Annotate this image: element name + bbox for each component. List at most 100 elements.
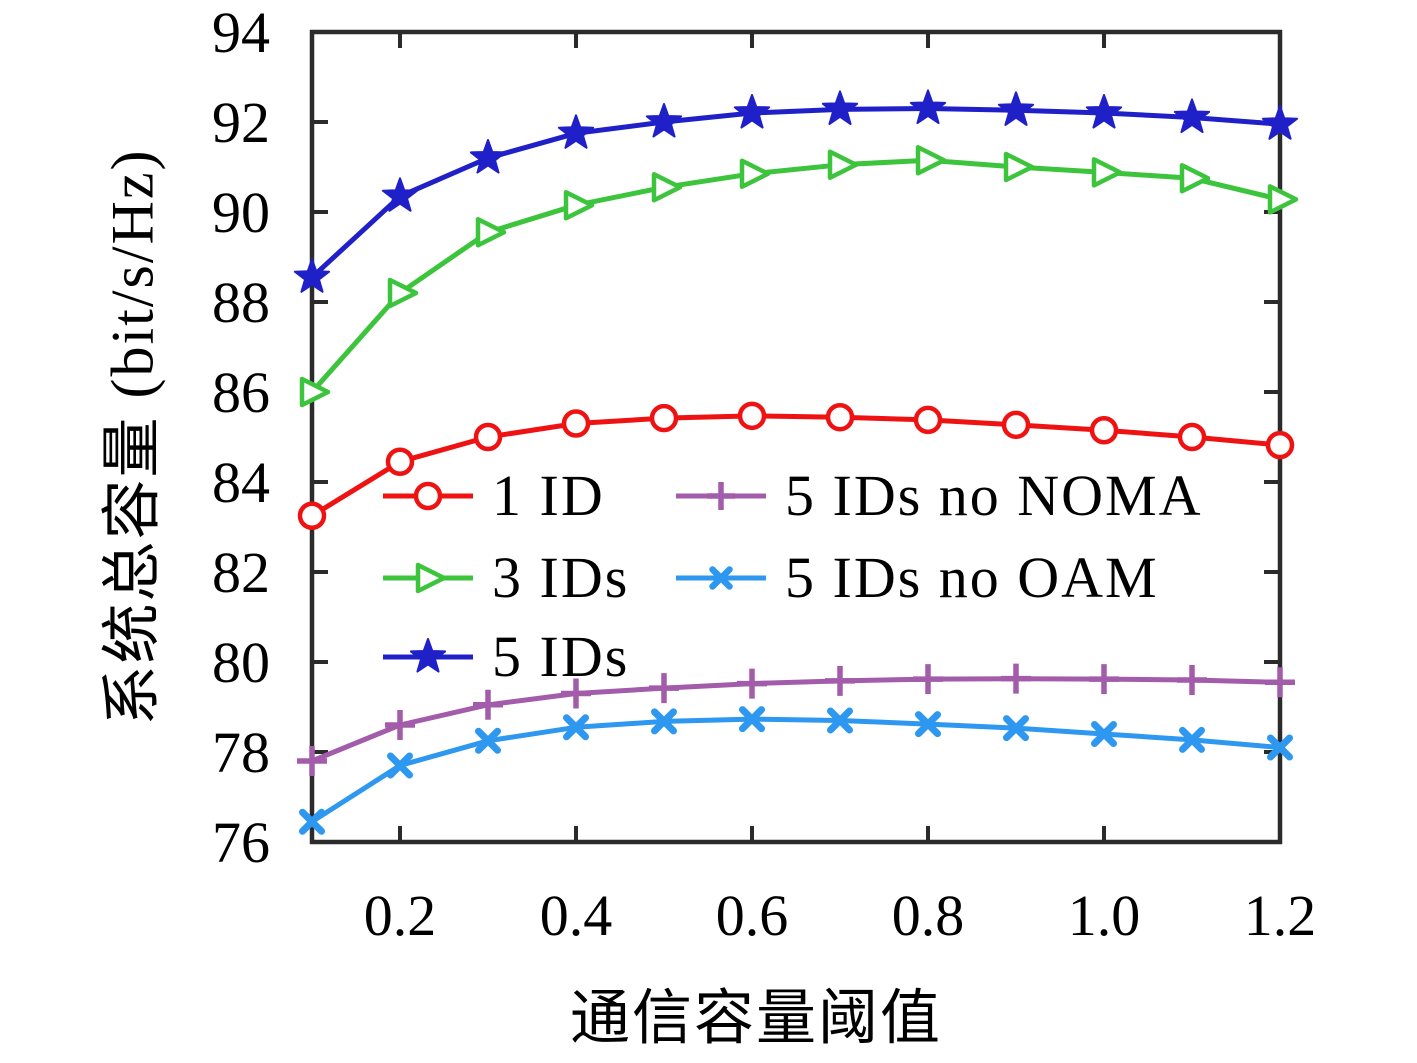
marker-x — [387, 752, 413, 779]
y-tick-label: 86 — [212, 360, 270, 425]
marker-plus — [1089, 664, 1119, 695]
marker-triangle-right — [1267, 184, 1299, 215]
marker-plus — [297, 746, 327, 776]
legend-item-5-ids-no-oam: 5 IDs no OAM — [675, 549, 1159, 607]
x-tick-label: 0.2 — [364, 883, 437, 948]
marker-star — [997, 91, 1035, 126]
y-tick-label: 88 — [212, 270, 270, 335]
legend-label: 1 ID — [492, 463, 605, 528]
marker-plus — [1177, 665, 1207, 695]
marker-star — [821, 90, 859, 125]
y-tick-label: 90 — [212, 180, 270, 245]
x-axis-title: 通信容量阈值 — [570, 985, 942, 1052]
marker-x — [299, 808, 325, 835]
marker-triangle-right — [1091, 157, 1123, 188]
marker-triangle-right — [1003, 151, 1035, 183]
legend-marker-triangle-icon — [383, 562, 473, 594]
x-tick-label: 1.0 — [1068, 883, 1141, 948]
legend-item-3-ids: 3 IDs — [382, 545, 630, 610]
x-tick-label: 1.2 — [1244, 883, 1317, 948]
marker-circle — [1001, 410, 1031, 440]
marker-triangle-right — [415, 562, 447, 594]
legend-marker-star-icon — [383, 638, 473, 673]
marker-circle — [825, 402, 855, 432]
legend-marker-circle-icon — [383, 481, 473, 511]
marker-plus — [737, 668, 767, 699]
y-tick-label: 82 — [212, 540, 270, 605]
marker-star — [293, 258, 331, 293]
marker-triangle-right — [739, 158, 771, 189]
legend-label: 5 IDs no NOMA — [785, 463, 1203, 528]
marker-plus — [913, 664, 943, 695]
y-tick-label: 78 — [212, 720, 270, 785]
legend-marker-x-icon — [676, 566, 766, 590]
marker-circle — [413, 481, 443, 511]
y-tick-label: 80 — [212, 630, 270, 695]
marker-triangle-right — [299, 376, 331, 408]
marker-x — [827, 707, 853, 734]
marker-star — [1173, 98, 1211, 134]
marker-x — [1267, 734, 1293, 761]
legend-item-1-id: 1 ID — [382, 463, 605, 528]
marker-circle — [737, 401, 767, 431]
marker-star — [557, 114, 595, 149]
marker-circle — [649, 403, 679, 433]
y-tick-label: 84 — [212, 450, 270, 515]
marker-circle — [473, 422, 503, 452]
marker-triangle-right — [475, 217, 507, 248]
marker-triangle-right — [563, 190, 595, 221]
marker-circle — [1089, 416, 1119, 445]
marker-star — [1085, 94, 1123, 129]
marker-plus — [649, 673, 679, 704]
y-tick-label: 94 — [212, 0, 270, 65]
marker-triangle-right — [1179, 163, 1211, 194]
marker-x — [475, 727, 501, 754]
marker-plus — [561, 678, 591, 709]
legend-marker-plus-icon — [676, 482, 766, 510]
series-line-5-IDs-no-OAM — [309, 716, 1283, 825]
marker-circle — [297, 501, 327, 530]
y-tick-label: 76 — [212, 810, 270, 875]
marker-x — [915, 711, 941, 738]
series-line-1-ID — [309, 413, 1283, 519]
marker-circle — [561, 409, 591, 438]
marker-x — [739, 706, 765, 733]
marker-plus — [707, 482, 735, 510]
marker-plus — [385, 710, 415, 740]
marker-x — [651, 708, 677, 735]
marker-star — [409, 638, 447, 673]
legend-label: 5 IDs — [492, 624, 630, 689]
marker-triangle-right — [651, 172, 683, 203]
marker-x — [1091, 721, 1117, 747]
y-axis-title: 系统总容量 (bit/s/Hz) — [99, 148, 166, 726]
marker-plus — [825, 665, 855, 696]
marker-star — [645, 103, 683, 138]
marker-circle — [1177, 422, 1207, 452]
y-tick-label: 92 — [212, 90, 270, 155]
legend-item-5-ids-no-noma: 5 IDs no NOMA — [675, 463, 1203, 528]
marker-star — [909, 89, 947, 125]
marker-x — [709, 566, 733, 590]
marker-x — [1179, 726, 1205, 753]
series-line-3-IDs — [309, 157, 1283, 395]
marker-circle — [385, 447, 415, 476]
legend-label: 3 IDs — [492, 545, 630, 610]
marker-triangle-right — [915, 145, 947, 176]
marker-x — [1003, 715, 1029, 742]
marker-circle — [1265, 430, 1295, 460]
marker-star — [1261, 105, 1299, 140]
marker-circle — [913, 405, 943, 435]
x-tick-label: 0.4 — [540, 883, 613, 948]
marker-star — [469, 139, 507, 174]
marker-triangle-right — [827, 149, 859, 180]
marker-star — [381, 177, 419, 212]
legend-item-5-ids: 5 IDs — [382, 624, 630, 689]
x-tick-label: 0.8 — [892, 883, 965, 948]
x-tick-label: 0.6 — [716, 883, 789, 948]
marker-x — [563, 714, 589, 741]
marker-star — [733, 94, 771, 129]
marker-plus — [473, 689, 503, 720]
series-line-5-IDs — [309, 106, 1283, 280]
